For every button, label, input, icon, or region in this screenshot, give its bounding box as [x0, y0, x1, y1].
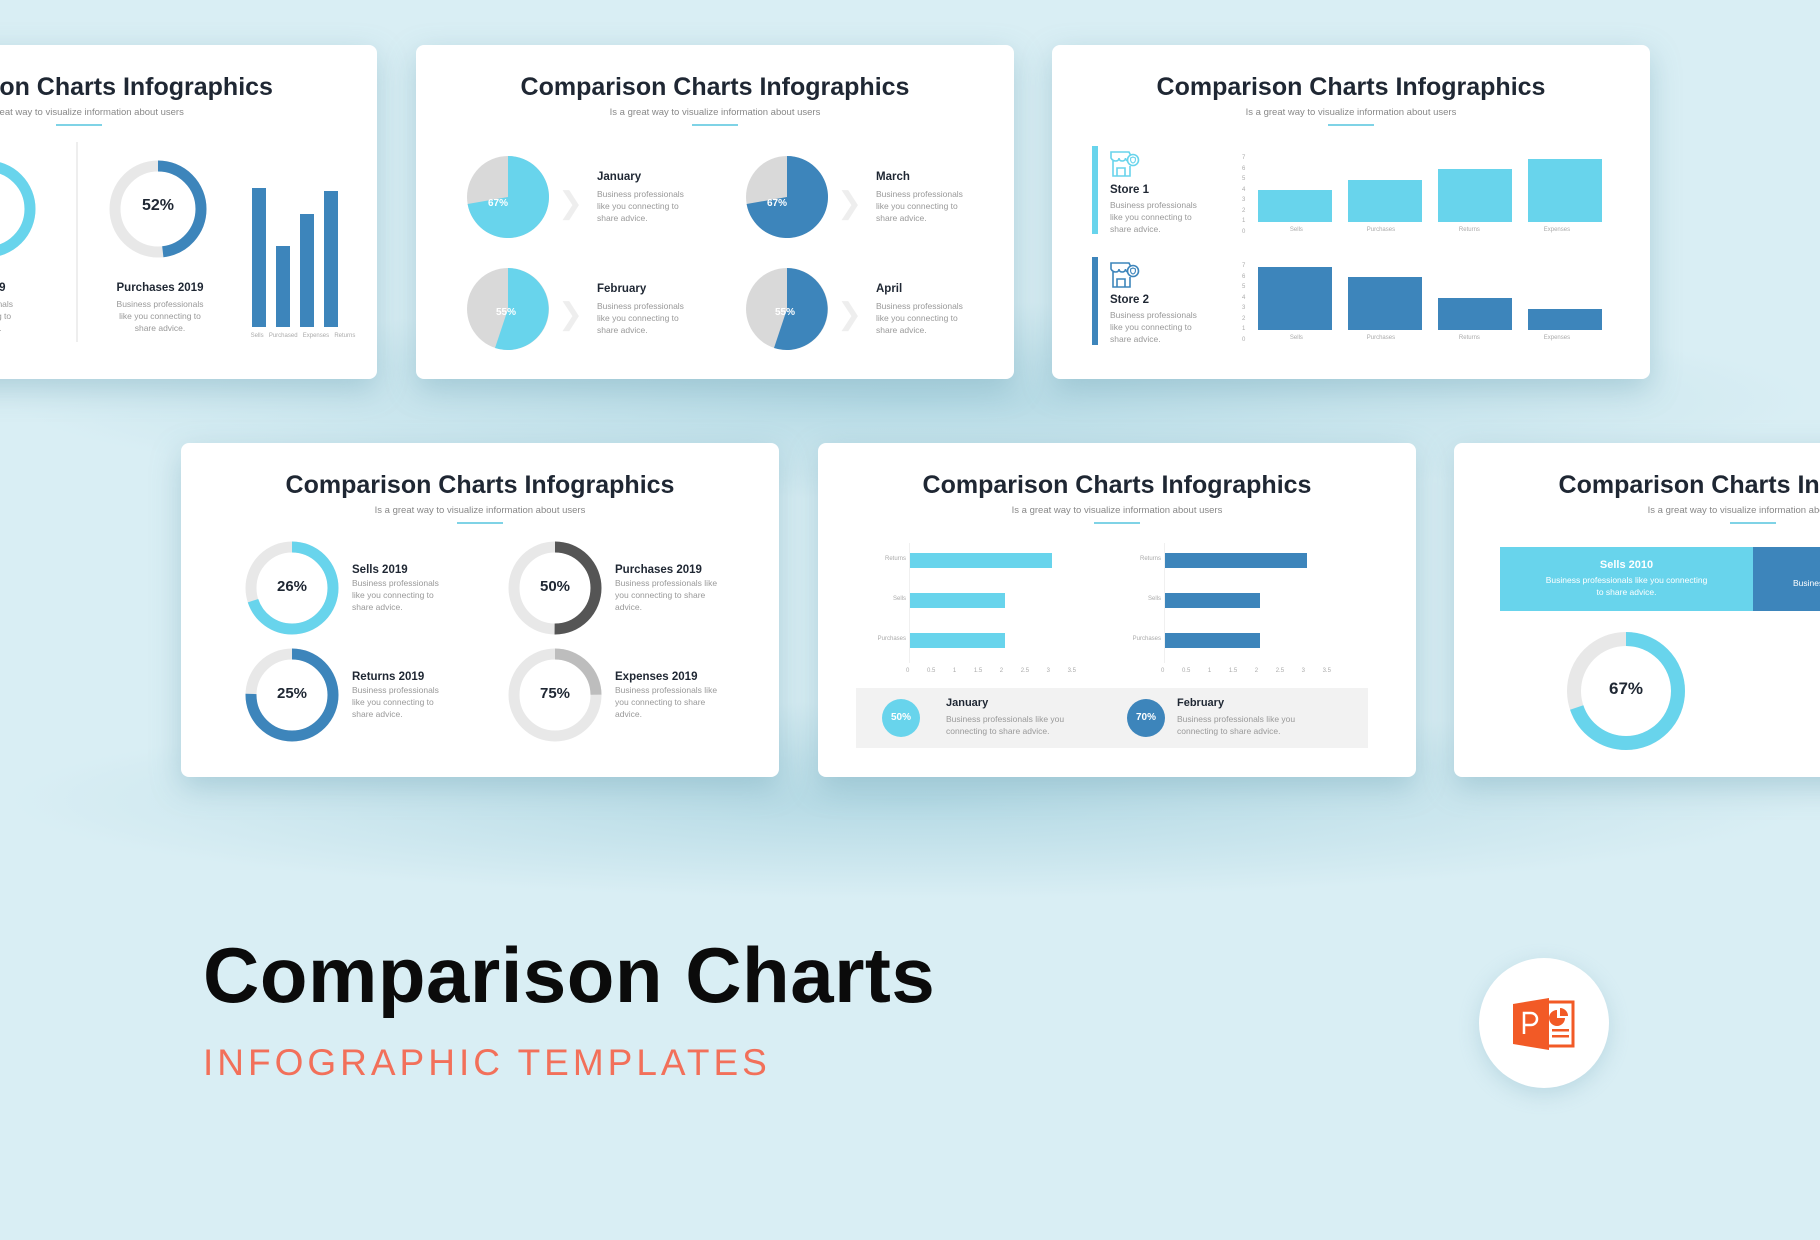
- slide-card-1[interactable]: Comparison Charts Infographics Is a grea…: [0, 45, 377, 379]
- title-underline: [692, 124, 738, 126]
- powerpoint-badge[interactable]: [1479, 958, 1609, 1088]
- slide-subtitle: Is a great way to visualize information …: [1647, 505, 1820, 516]
- pie-label: February: [597, 283, 647, 295]
- pie-chart-february: [467, 268, 549, 350]
- badge-label: January: [946, 697, 989, 709]
- donut-chart-purchases-2019: [508, 541, 602, 635]
- store-label: Store 2: [1110, 294, 1149, 306]
- slide-card-4[interactable]: Comparison Charts Infographics Is a grea…: [181, 443, 779, 777]
- slide-subtitle: Is a great way to visualize information …: [374, 505, 586, 516]
- donut-value: 6%: [0, 197, 42, 215]
- store-icon: [1110, 262, 1140, 288]
- badge-desc: Business professionals like you connectin…: [946, 714, 1065, 736]
- donut-desc: Business professionals like you connectin…: [116, 299, 204, 333]
- donut-value: 52%: [141, 197, 175, 214]
- pie-desc: Business professionals like you connectin…: [597, 301, 684, 335]
- pie-chart-january: [467, 156, 549, 238]
- pie-chart-april: [746, 268, 828, 350]
- badge-january: 50%: [882, 699, 920, 737]
- slide-subtitle: Is a great way to visualize information …: [609, 107, 821, 118]
- summary-panel: 50% January Business professionals like …: [856, 688, 1368, 748]
- chevron-right-icon: ❯: [837, 187, 863, 220]
- donut-desc: Business professionals like you connectin…: [352, 578, 439, 612]
- banner-sells-2010: Sells 2010 Business professionals like y…: [1500, 547, 1753, 611]
- title-underline: [1328, 124, 1374, 126]
- slide-title: Comparison Charts Infographics: [1156, 73, 1546, 101]
- donut-chart: [1567, 632, 1685, 750]
- store-icon: [1110, 151, 1140, 177]
- pie-value: 55%: [775, 307, 796, 318]
- slide-card-3[interactable]: Comparison Charts Infographics Is a grea…: [1052, 45, 1650, 379]
- chevron-right-icon: ❯: [558, 298, 584, 331]
- slide-title: Comparison Charts Infographics: [0, 73, 273, 101]
- slide-subtitle: Is a great way to visualize information …: [0, 107, 184, 118]
- pie-label: April: [876, 283, 903, 295]
- donut-chart-returns-2019: [245, 648, 339, 742]
- pie-desc: Business professionals like you connectin…: [876, 189, 963, 223]
- slide-title: Comparison Charts Infographics: [922, 471, 1312, 499]
- donut-label: Purchases 2019: [116, 282, 204, 294]
- slide-card-5[interactable]: Comparison Charts Infographics Is a grea…: [818, 443, 1416, 777]
- badge-desc: Business professionals like you connectin…: [1177, 714, 1296, 736]
- slide-subtitle: Is a great way to visualize information …: [1245, 107, 1457, 118]
- pie-chart-march: [746, 156, 828, 238]
- divider: [76, 142, 78, 342]
- slide-title: Comparison Charts Infographics: [520, 73, 910, 101]
- donut-label: Sells 2019: [352, 564, 408, 576]
- donut-desc: Business professionals like you connectin…: [352, 685, 439, 719]
- powerpoint-icon: [1513, 998, 1575, 1050]
- pie-desc: Business professionals like you connectin…: [876, 301, 963, 335]
- bar-chart: Sells Purchased Expenses Returns: [240, 163, 360, 341]
- accent-bar: [1092, 257, 1098, 345]
- donut-label: Returns 2019: [352, 671, 425, 683]
- pie-value: 55%: [496, 307, 517, 318]
- donut-value: 75%: [539, 685, 571, 702]
- pie-value: 67%: [767, 198, 788, 209]
- donut-chart-sells-2019: [245, 541, 339, 635]
- badge-label: February: [1177, 697, 1225, 709]
- donut-value: 67%: [1608, 679, 1644, 698]
- pie-value: 67%: [488, 198, 509, 209]
- donut-label: Expenses 2019: [615, 671, 698, 683]
- title-underline: [457, 522, 503, 524]
- donut-desc: professionalsonnecting toadvice.: [0, 299, 14, 333]
- donut-chart-sells: [0, 160, 36, 258]
- donut-desc: Business professionals like you connectin…: [615, 578, 718, 612]
- chevron-right-icon: ❯: [837, 298, 863, 331]
- horizontal-bar-chart-a: Returns Sells Purchases 0 0.5 1 1.5 2 2.5 3 3.5: [868, 543, 1108, 678]
- hero-subtitle: INFOGRAPHIC TEMPLATES: [203, 1042, 771, 1083]
- slide-title: Comparison Charts Infographics: [285, 471, 675, 499]
- title-underline: [55, 124, 102, 126]
- donut-value: 26%: [276, 578, 308, 595]
- slide-subtitle: Is a great way to visualize information …: [1011, 505, 1223, 516]
- title-underline: [1730, 522, 1776, 524]
- donut-chart-expenses-2019: [508, 648, 602, 742]
- hero-title: Comparison Charts: [203, 931, 936, 1019]
- donut-desc: Business professionals like you connectin…: [615, 685, 718, 719]
- pie-label: January: [597, 171, 642, 183]
- donut-value: 25%: [276, 685, 308, 702]
- chevron-right-icon: ❯: [558, 187, 584, 220]
- horizontal-bar-chart-b: Returns Sells Purchases 0 0.5 1 1.5 2 2.5 3 3.5: [1123, 543, 1363, 678]
- badge-february: 70%: [1127, 699, 1165, 737]
- donut-label: Purchases 2019: [615, 564, 702, 576]
- donut-chart-purchases: [109, 160, 207, 258]
- slide-card-2[interactable]: Comparison Charts Infographics Is a grea…: [416, 45, 1014, 379]
- donut-value: 50%: [539, 578, 571, 595]
- store-desc: Business professionals like you connectin…: [1110, 200, 1197, 234]
- accent-bar: [1092, 146, 1098, 234]
- pie-label: March: [876, 171, 910, 183]
- store-desc: Business professionals like you connectin…: [1110, 310, 1197, 344]
- store-label: Store 1: [1110, 184, 1149, 196]
- title-underline: [1094, 522, 1140, 524]
- donut-label: s 2019: [0, 282, 6, 294]
- slide-title: Comparison Charts Infographics: [1558, 471, 1820, 499]
- slide-card-6[interactable]: Comparison Charts Infographics Is a grea…: [1454, 443, 1820, 777]
- banner-2: Busines: [1753, 547, 1820, 611]
- pie-desc: Business professionals like you connectin…: [597, 189, 684, 223]
